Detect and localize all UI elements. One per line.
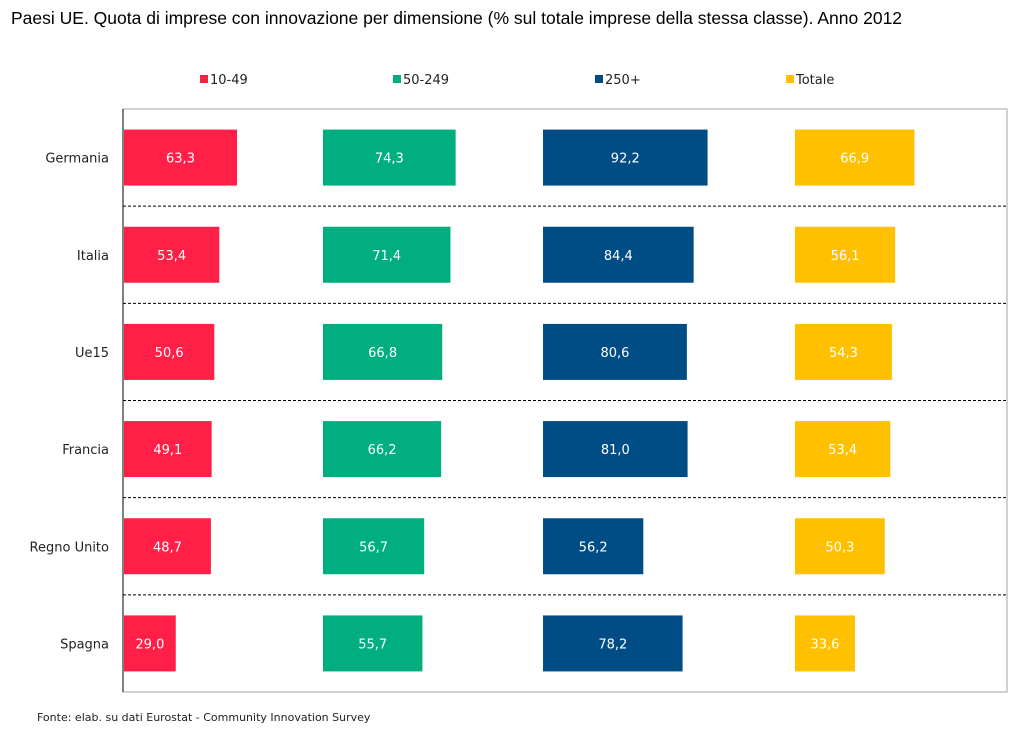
bar-value-label: 56,2 xyxy=(579,540,608,555)
category-label: Italia xyxy=(77,249,109,264)
bar-value-label: 29,0 xyxy=(135,637,164,652)
bar xyxy=(795,323,892,380)
bar-value-label: 33,6 xyxy=(811,637,840,652)
legend-swatch xyxy=(595,75,603,83)
bar xyxy=(795,518,885,575)
bar-value-label: 56,7 xyxy=(359,540,388,555)
legend-swatch xyxy=(393,75,401,83)
bar-value-label: 53,4 xyxy=(157,249,186,264)
legend-swatch xyxy=(786,75,794,83)
bar xyxy=(795,226,896,283)
legend-label: 50-249 xyxy=(403,73,449,88)
bar-value-label: 53,4 xyxy=(828,443,857,458)
bar xyxy=(543,421,688,478)
bar xyxy=(124,421,212,478)
bar-value-label: 66,8 xyxy=(368,346,397,361)
chart-title: Paesi UE. Quota di imprese con innovazio… xyxy=(11,8,903,28)
bar xyxy=(543,323,687,380)
bar-value-label: 50,6 xyxy=(155,346,184,361)
legend-label: 250+ xyxy=(605,73,641,88)
bar-value-label: 78,2 xyxy=(598,637,627,652)
category-label: Germania xyxy=(45,152,109,167)
bar xyxy=(323,615,423,672)
bar xyxy=(323,129,456,186)
category-label: Ue15 xyxy=(75,346,109,361)
legend-label: 10-49 xyxy=(210,73,248,88)
bar-value-label: 66,9 xyxy=(840,152,869,167)
category-label: Francia xyxy=(62,443,109,458)
bar xyxy=(124,615,176,672)
source-note: Fonte: elab. su dati Eurostat - Communit… xyxy=(37,711,371,724)
legend-swatch xyxy=(200,75,208,83)
bar-value-label: 48,7 xyxy=(153,540,182,555)
bar-value-label: 66,2 xyxy=(368,443,397,458)
bar xyxy=(124,226,220,283)
bar-value-label: 49,1 xyxy=(153,443,182,458)
bar xyxy=(124,323,215,380)
bar-value-label: 50,3 xyxy=(825,540,854,555)
bar-value-label: 80,6 xyxy=(600,346,629,361)
bar xyxy=(795,129,915,186)
bar xyxy=(543,518,644,575)
bar xyxy=(543,129,708,186)
bar xyxy=(124,518,211,575)
bar xyxy=(795,421,891,478)
bar-value-label: 54,3 xyxy=(829,346,858,361)
bar xyxy=(323,226,451,283)
bar-value-label: 74,3 xyxy=(375,152,404,167)
bar-value-label: 84,4 xyxy=(604,249,633,264)
bar-value-label: 71,4 xyxy=(372,249,401,264)
category-label: Regno Unito xyxy=(30,540,109,555)
bar xyxy=(323,518,425,575)
legend-label: Totale xyxy=(795,73,834,88)
bar-value-label: 92,2 xyxy=(611,152,640,167)
bar xyxy=(543,615,683,672)
bar xyxy=(543,226,694,283)
bar-value-label: 81,0 xyxy=(601,443,630,458)
bar-value-label: 63,3 xyxy=(166,152,195,167)
category-label: Spagna xyxy=(60,637,109,652)
bar-value-label: 55,7 xyxy=(358,637,387,652)
bar xyxy=(124,129,237,186)
bar xyxy=(323,421,442,478)
bar xyxy=(323,323,443,380)
bar-value-label: 56,1 xyxy=(831,249,860,264)
bar xyxy=(795,615,855,672)
